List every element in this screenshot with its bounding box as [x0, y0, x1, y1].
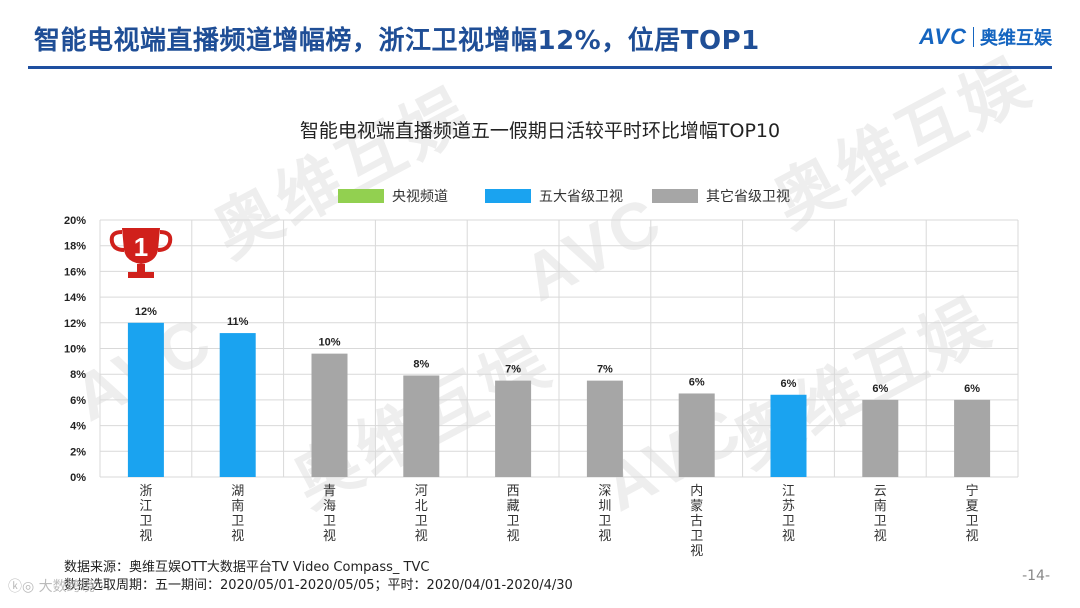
x-tick-label: 西藏卫视 — [507, 484, 520, 544]
data-source: 数据来源：奥维互娱OTT大数据平台TV Video Compass_ TVC — [64, 560, 430, 575]
data-label: 8% — [413, 358, 429, 370]
logo-text: 奥维互娱 — [980, 28, 1052, 49]
data-label: 6% — [872, 383, 888, 395]
legend-label: 其它省级卫视 — [706, 188, 790, 205]
data-label: 11% — [227, 316, 249, 328]
y-tick-label: 4% — [70, 421, 86, 433]
trophy-icon: 1 — [108, 222, 174, 286]
logo-mark: AVC — [919, 24, 967, 49]
x-tick-label: 青海卫视 — [323, 484, 336, 544]
trophy-rank: 1 — [134, 232, 148, 262]
y-tick-label: 6% — [70, 395, 86, 407]
x-tick-label: 湖南卫视 — [231, 484, 244, 544]
bar — [770, 394, 807, 477]
page-title: 智能电视端直播频道增幅榜，浙江卫视增幅12%，位居TOP1 — [34, 26, 760, 56]
y-tick-label: 0% — [70, 472, 86, 484]
data-label: 7% — [597, 364, 613, 376]
brand-logo: AVC 奥维互娱 — [919, 24, 1052, 50]
x-tick-label: 内蒙古卫视 — [690, 483, 703, 559]
y-tick-label: 8% — [70, 369, 86, 381]
bar — [862, 399, 899, 477]
bar — [954, 399, 991, 477]
chart-title: 智能电视端直播频道五一假期日活较平时环比增幅TOP10 — [300, 120, 780, 142]
bar — [586, 380, 623, 477]
data-label: 6% — [689, 376, 705, 388]
bar — [127, 322, 164, 477]
y-tick-label: 14% — [64, 292, 86, 304]
x-tick-label: 云南卫视 — [874, 484, 887, 544]
data-label: 10% — [318, 337, 340, 349]
legend-swatch — [652, 189, 698, 203]
bar — [678, 393, 715, 477]
y-tick-label: 18% — [64, 241, 86, 253]
data-label: 6% — [781, 378, 797, 390]
x-tick-label: 江苏卫视 — [782, 484, 795, 544]
page-number: -14- — [1022, 568, 1050, 584]
data-label: 12% — [135, 306, 157, 318]
x-tick-label: 深圳卫视 — [598, 484, 611, 544]
logo-divider — [973, 27, 974, 47]
bar — [495, 380, 532, 477]
y-tick-label: 2% — [70, 446, 86, 458]
data-period: 数据选取周期：五一期间：2020/05/01-2020/05/05；平时：202… — [64, 578, 573, 593]
bar — [219, 333, 256, 477]
y-tick-label: 12% — [64, 318, 86, 330]
legend-swatch — [338, 189, 384, 203]
x-tick-label: 河北卫视 — [415, 484, 428, 544]
y-tick-label: 20% — [64, 215, 86, 227]
corner-watermark: ⓚ◎ 大数跨境 — [8, 579, 95, 595]
y-tick-label: 16% — [64, 266, 86, 278]
y-tick-label: 10% — [64, 344, 86, 356]
legend-label: 五大省级卫视 — [539, 189, 623, 205]
legend-label: 央视频道 — [392, 189, 448, 205]
data-label: 6% — [964, 383, 980, 395]
x-tick-label: 宁夏卫视 — [966, 483, 979, 544]
header-divider — [28, 66, 1052, 69]
data-label: 7% — [505, 364, 521, 376]
bar — [403, 375, 440, 477]
legend-swatch — [485, 189, 531, 203]
bar — [311, 353, 348, 477]
x-tick-label: 浙江卫视 — [139, 484, 152, 544]
